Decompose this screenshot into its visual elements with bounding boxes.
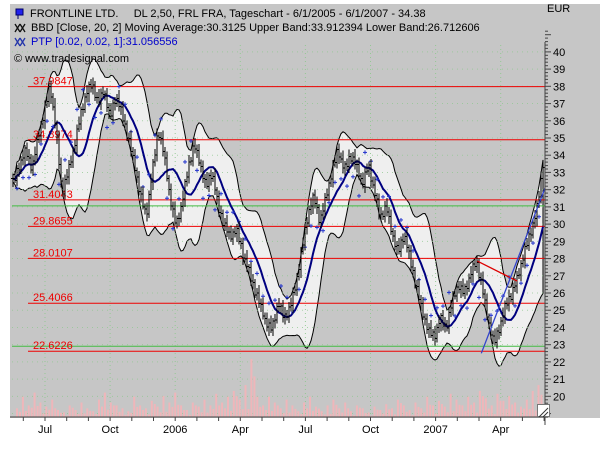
y-axis-tick-label: 28 bbox=[553, 254, 565, 266]
indicator-ptp-icon bbox=[14, 37, 27, 47]
ptp-indicator-label: PTP [0.02, 0.02, 1]:31.056556 bbox=[31, 36, 178, 48]
ptp-row[interactable]: PTP [0.02, 0.02, 1]:31.056556 bbox=[14, 35, 480, 49]
x-axis-tick-label: Jul bbox=[298, 424, 312, 436]
y-axis-tick-label: 36 bbox=[553, 116, 565, 128]
price-level-label: 25.4066 bbox=[33, 292, 73, 304]
y-axis-tick-label: 33 bbox=[553, 167, 565, 179]
candlesticks bbox=[11, 77, 545, 349]
price-level-label: 37.9847 bbox=[33, 76, 73, 88]
bollinger-band-area bbox=[12, 58, 544, 367]
price-level-label: 31.4043 bbox=[33, 189, 73, 201]
y-axis-tick-label: 34 bbox=[553, 150, 565, 162]
price-level-lines[interactable]: 37.9847 34.8974 31.4043 29.8655 28.0107 25.40… bbox=[28, 76, 545, 353]
bbd-row[interactable]: BBD [Close, 20, 2] Moving Average:30.312… bbox=[14, 21, 480, 35]
instrument-pin-icon bbox=[14, 8, 26, 20]
price-level-label: 29.8655 bbox=[33, 215, 73, 227]
bbd-indicator-label: BBD [Close, 20, 2] Moving Average:30.312… bbox=[31, 22, 480, 34]
y-axis-tick-label: 29 bbox=[553, 236, 565, 248]
chart-title: FRONTLINE LTD. DL 2,50, FRL FRA, Tagesch… bbox=[30, 8, 426, 20]
y-axis-tick-label: 31 bbox=[553, 202, 565, 214]
y-axis-tick-label: 25 bbox=[553, 305, 565, 317]
price-level-label: 22.6226 bbox=[33, 340, 73, 352]
x-axis-tick-label: Oct bbox=[102, 424, 119, 436]
y-axis-tick-label: 37 bbox=[553, 99, 565, 111]
y-axis-tick-label: 39 bbox=[553, 64, 565, 76]
y-axis-tick-label: 32 bbox=[553, 185, 565, 197]
ptp-indicator-markers bbox=[15, 84, 541, 322]
y-axis-tick-label: 27 bbox=[553, 271, 565, 283]
price-level-label: 28.0107 bbox=[33, 247, 73, 259]
title-row: FRONTLINE LTD. DL 2,50, FRL FRA, Tagesch… bbox=[14, 7, 480, 21]
gridlines bbox=[12, 45, 545, 417]
volume-bars bbox=[16, 359, 543, 417]
x-axis-tick-label: Apr bbox=[232, 424, 249, 436]
y-axis-tick-label: 40 bbox=[553, 47, 565, 59]
trendline bbox=[480, 187, 545, 354]
y-axis-tick-label: 20 bbox=[553, 391, 565, 403]
x-axis-tick-label: Apr bbox=[492, 424, 509, 436]
x-axis-tick-label: Oct bbox=[362, 424, 379, 436]
x-axis-tick-label: Jul bbox=[38, 424, 52, 436]
resize-handle-icon[interactable] bbox=[537, 404, 550, 418]
y-axis-tick-label: 30 bbox=[553, 219, 565, 231]
x-axis[interactable]: Jul Oct 2006 Apr Jul Oct 2007 Apr bbox=[10, 416, 545, 436]
trendlines[interactable] bbox=[477, 187, 545, 354]
y-axis[interactable]: 20 21 22 23 24 25 26 27 28 29 30 31 32 33 34 35 36 37 38 39… bbox=[544, 30, 565, 425]
y-axis-tick-label: 23 bbox=[553, 340, 565, 352]
y-axis-tick-label: 22 bbox=[553, 357, 565, 369]
x-axis-tick-label: 2006 bbox=[163, 424, 187, 436]
indicator-bbd-icon bbox=[14, 23, 27, 33]
x-axis-tick-label: 2007 bbox=[423, 424, 447, 436]
copyright-label: © www.tradesignal.com bbox=[14, 53, 130, 65]
y-axis-tick-label: 35 bbox=[553, 133, 565, 145]
y-axis-tick-label: 26 bbox=[553, 288, 565, 300]
price-level-label: 34.8974 bbox=[33, 129, 73, 141]
y-axis-currency-label: EUR bbox=[547, 3, 571, 15]
chart-header: FRONTLINE LTD. DL 2,50, FRL FRA, Tagesch… bbox=[14, 7, 480, 65]
y-axis-tick-label: 38 bbox=[553, 81, 565, 93]
y-axis-tick-label: 21 bbox=[553, 374, 565, 386]
y-axis-tick-label: 24 bbox=[553, 322, 565, 334]
